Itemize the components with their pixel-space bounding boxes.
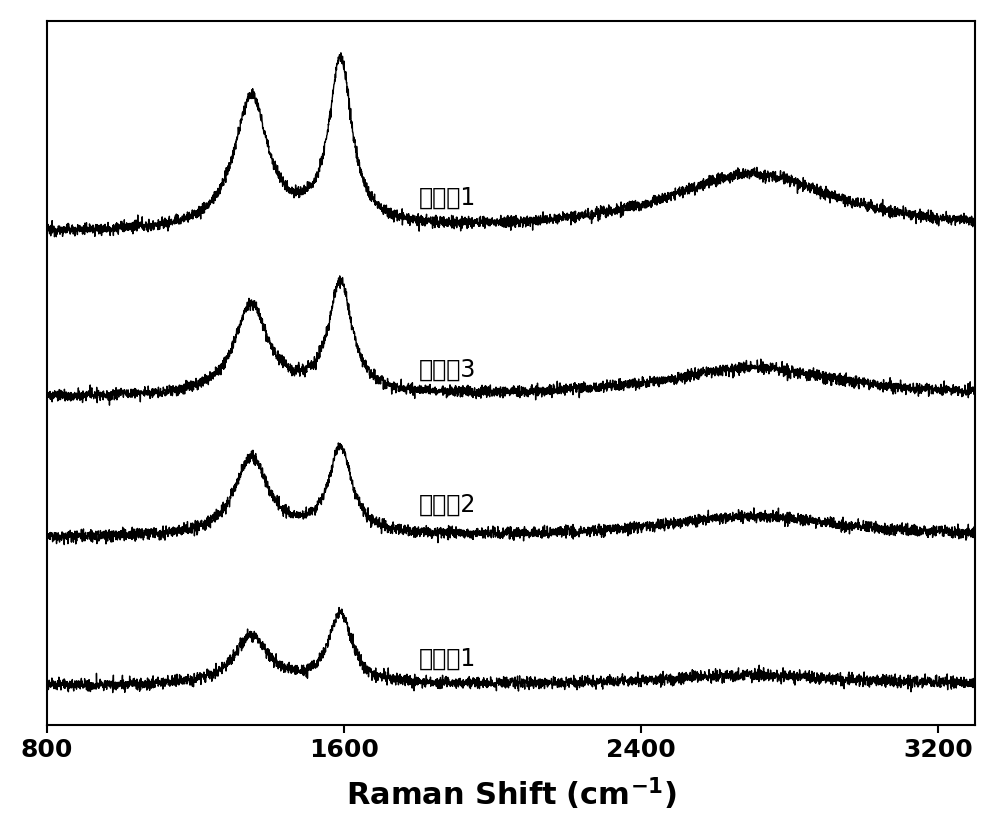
X-axis label: $\mathbf{Raman\ Shift\ (cm^{-1})}$: $\mathbf{Raman\ Shift\ (cm^{-1})}$ (346, 776, 677, 812)
Text: 对比例3: 对比例3 (418, 357, 476, 382)
Text: 对比例2: 对比例2 (418, 493, 476, 517)
Text: 实施例1: 实施例1 (418, 186, 476, 210)
Text: 对比例1: 对比例1 (418, 646, 476, 671)
